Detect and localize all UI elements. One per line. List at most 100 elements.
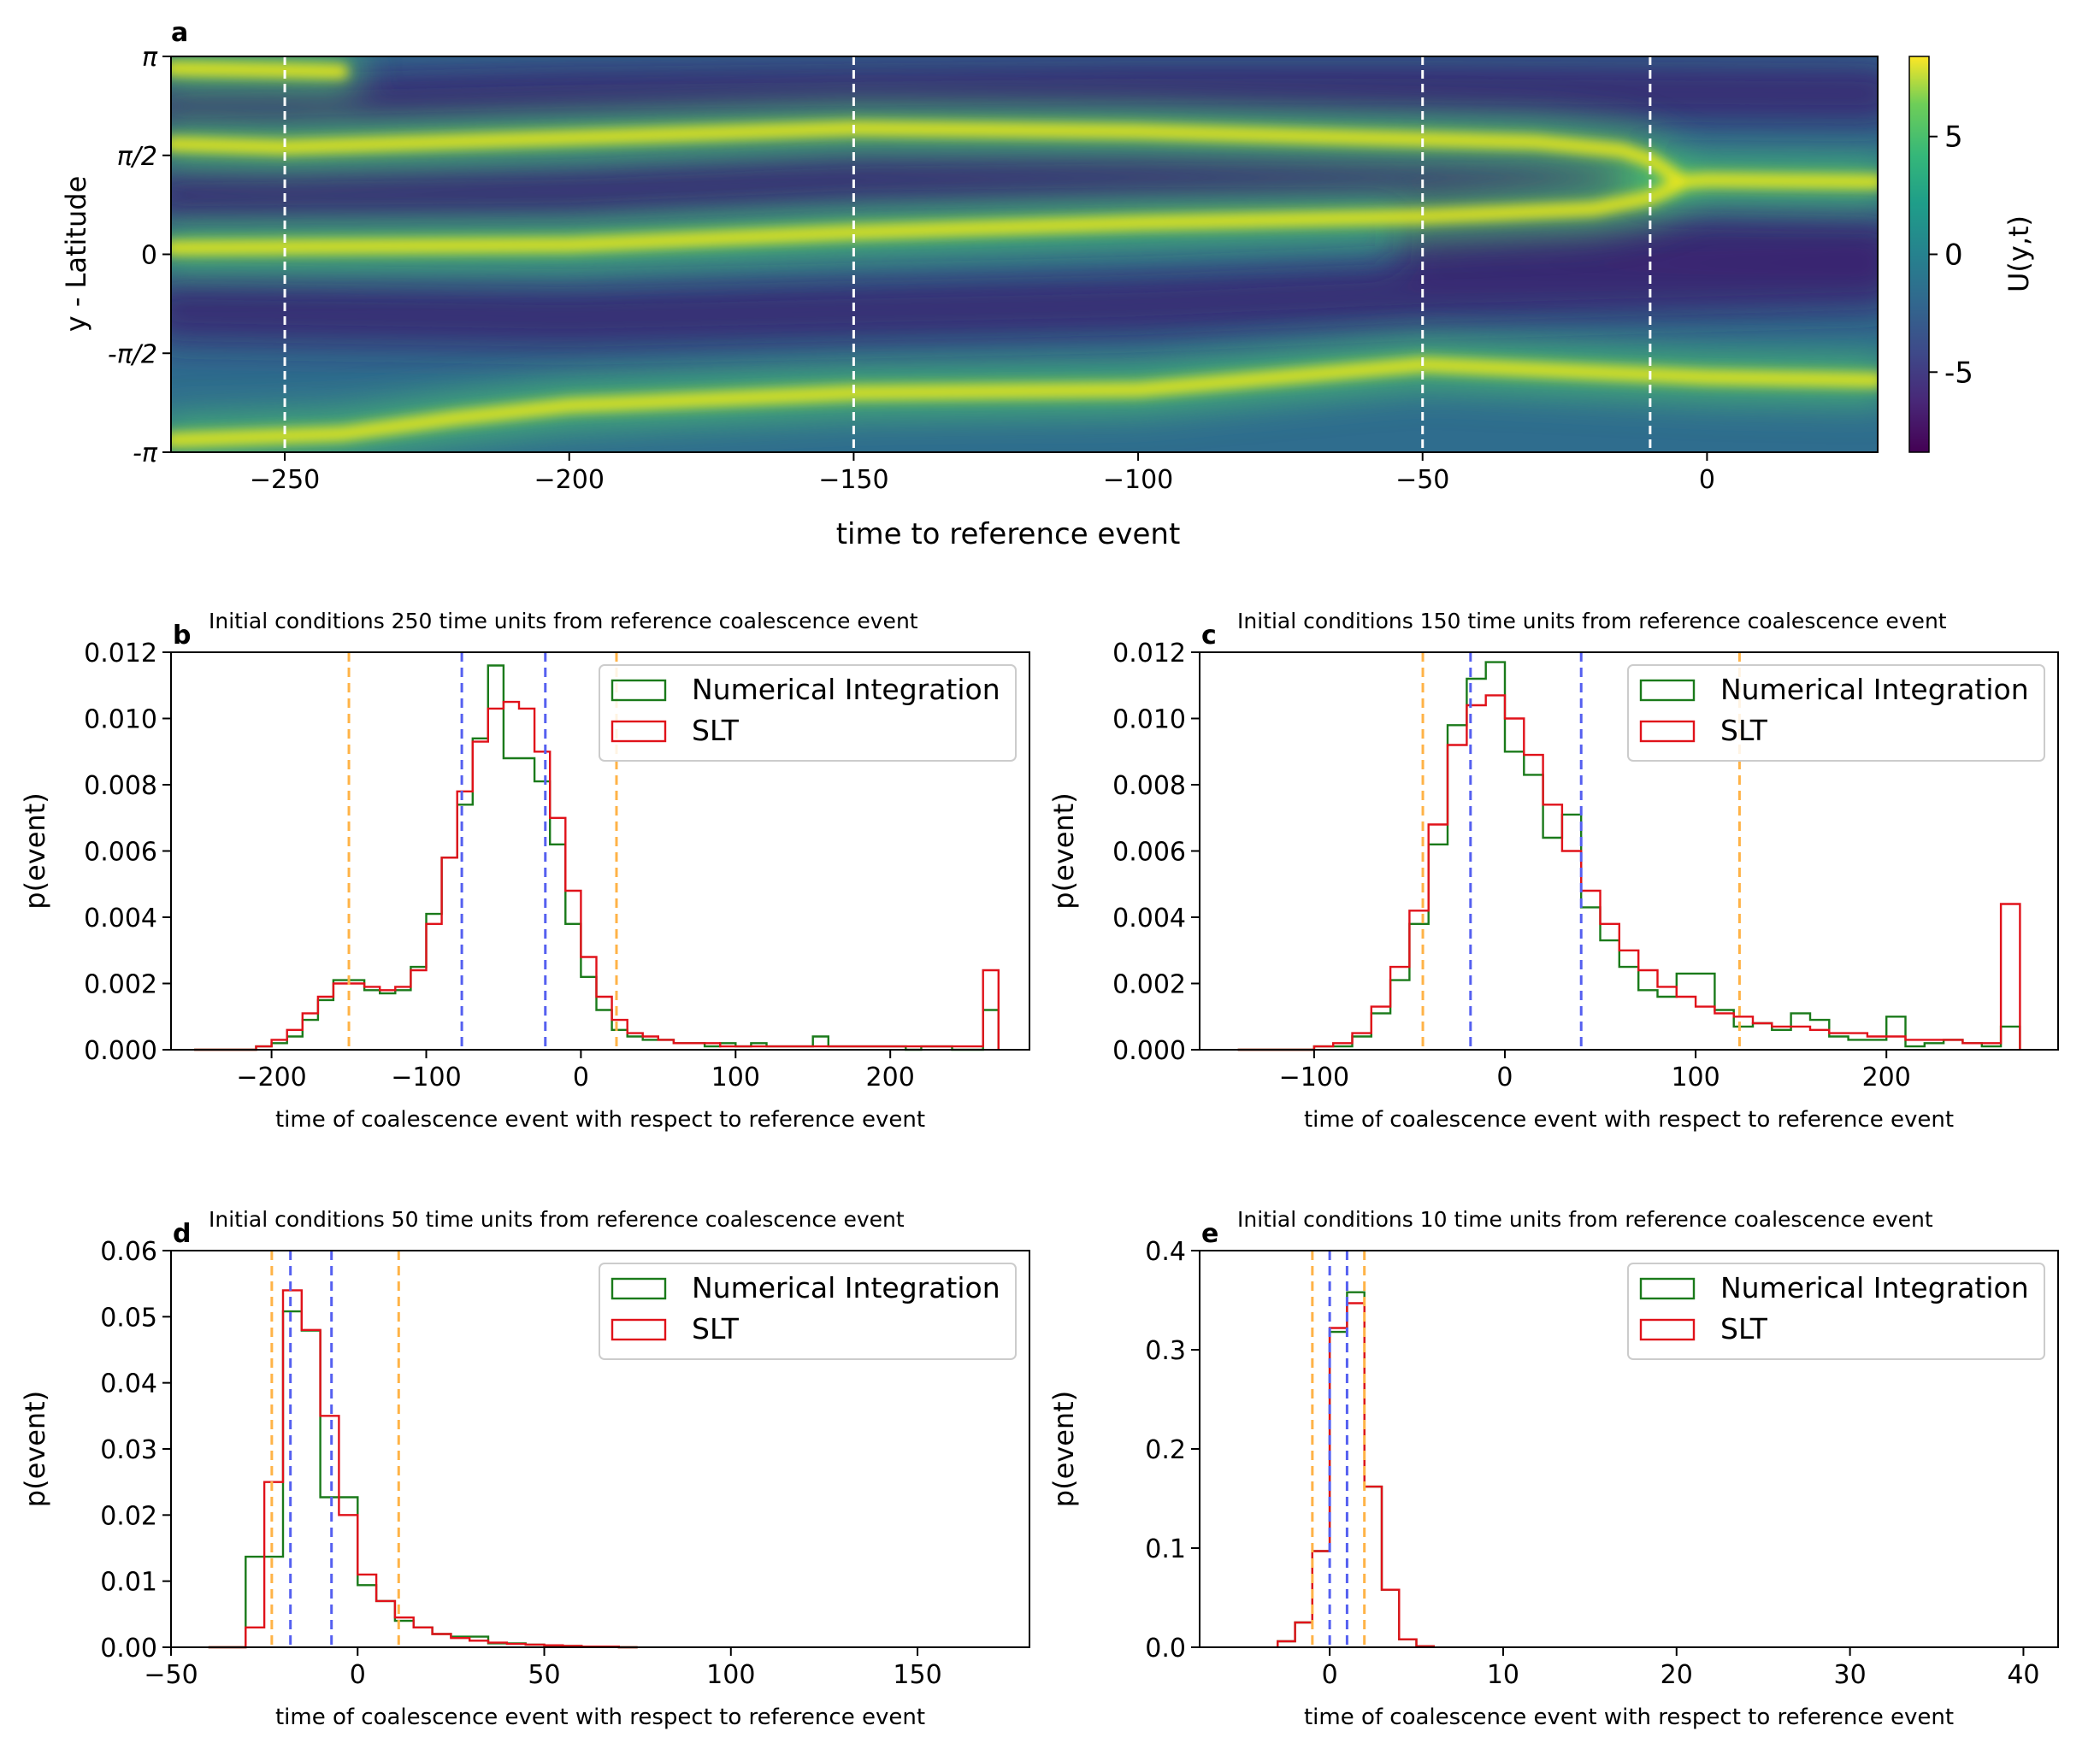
x-tick-label: 30 bbox=[1834, 1660, 1867, 1690]
y-tick-label: 0 bbox=[141, 241, 157, 271]
x-tick-label: −150 bbox=[818, 465, 888, 495]
x-tick-label: 100 bbox=[711, 1063, 760, 1092]
panel-c-histogram: c Initial conditions 150 time units from … bbox=[1047, 609, 2059, 1133]
legend-swatch-slt bbox=[611, 1318, 667, 1341]
x-tick-label: −100 bbox=[1279, 1063, 1349, 1092]
x-tick-label: 0 bbox=[1322, 1660, 1338, 1690]
legend-swatch-slt bbox=[1639, 720, 1696, 743]
legend-label-numerical-integration: Numerical Integration bbox=[1720, 1271, 2029, 1304]
y-axis-label: p(event) bbox=[1047, 792, 1080, 909]
negative-band-3 bbox=[1392, 205, 1878, 275]
x-axis-label: time to reference event bbox=[836, 517, 1181, 551]
x-tick-label: −250 bbox=[250, 465, 320, 495]
x-tick-label: 0 bbox=[350, 1660, 366, 1690]
x-tick-label: −100 bbox=[1103, 465, 1173, 495]
y-tick-label: 0.03 bbox=[100, 1435, 157, 1465]
y-axis-label: p(event) bbox=[19, 792, 51, 909]
x-tick-label: −200 bbox=[236, 1063, 306, 1092]
y-tick-label: 0.3 bbox=[1145, 1336, 1186, 1366]
jet-core-2 bbox=[1672, 173, 1878, 189]
y-tick-label: 0.010 bbox=[1112, 705, 1186, 735]
y-tick-label: 0.01 bbox=[100, 1568, 157, 1598]
heatmap-negative-regions bbox=[171, 60, 1878, 348]
y-tick-label: 0.004 bbox=[1112, 904, 1186, 933]
panel-title: Initial conditions 50 time units from re… bbox=[209, 1207, 905, 1232]
panel-label-a: a bbox=[171, 18, 188, 48]
panel-label: d bbox=[173, 1219, 191, 1249]
x-tick-label: 0 bbox=[573, 1063, 589, 1092]
y-tick-label: π/2 bbox=[117, 142, 157, 172]
jet-core-0 bbox=[171, 121, 1686, 186]
y-tick-label: 0.1 bbox=[1145, 1534, 1186, 1564]
panel-e-histogram: e Initial conditions 10 time units from r… bbox=[1047, 1207, 2059, 1730]
histogram-series-slt bbox=[194, 700, 1000, 1051]
histogram-series-slt bbox=[1277, 1302, 1435, 1647]
legend-label-slt: SLT bbox=[692, 1312, 740, 1346]
jet-core-1 bbox=[171, 178, 1686, 256]
y-tick-label: 0.05 bbox=[100, 1303, 157, 1333]
y-tick-label: 0.002 bbox=[1112, 970, 1186, 1000]
y-tick-label: -π bbox=[133, 439, 158, 468]
histogram-series-slt bbox=[1237, 694, 2021, 1051]
panel-title: Initial conditions 10 time units from re… bbox=[1237, 1207, 1933, 1232]
y-tick-label: 0.0 bbox=[1145, 1634, 1186, 1664]
y-tick-label: 0.006 bbox=[84, 838, 157, 868]
y-tick-label: 0.06 bbox=[100, 1237, 157, 1267]
panel-b-histogram: b Initial conditions 250 time units from … bbox=[19, 609, 1030, 1133]
y-tick-label: 0.02 bbox=[100, 1501, 157, 1531]
legend-label-slt: SLT bbox=[1720, 1312, 1768, 1346]
legend-label-numerical-integration: Numerical Integration bbox=[692, 673, 1000, 706]
y-tick-label: -π/2 bbox=[108, 339, 157, 369]
y-tick-label: 0.004 bbox=[84, 904, 157, 933]
x-axis-label: time of coalescence event with respect t… bbox=[275, 1705, 925, 1730]
y-tick-label: 0.00 bbox=[100, 1634, 157, 1664]
y-axis-label: p(event) bbox=[19, 1391, 51, 1507]
legend-box bbox=[599, 664, 1017, 762]
legend-swatch-numerical-integration bbox=[1639, 1277, 1696, 1300]
x-tick-label: −100 bbox=[391, 1063, 461, 1092]
legend-swatch-numerical-integration bbox=[611, 679, 667, 702]
colorbar-label: U(y,t) bbox=[2003, 215, 2035, 292]
x-tick-label: 150 bbox=[893, 1660, 941, 1690]
colorbar-tick-label: 5 bbox=[1944, 121, 1963, 155]
y-axis-label: y - Latitude bbox=[60, 176, 92, 333]
x-tick-label: 0 bbox=[1496, 1063, 1513, 1092]
legend-swatch-numerical-integration bbox=[1639, 679, 1696, 702]
y-axis-ticks: -π -π/2 0 π/2 π bbox=[108, 43, 171, 468]
colorbar-ticks: 5 0 -5 bbox=[1929, 121, 1973, 390]
y-tick-label: 0.04 bbox=[100, 1369, 157, 1399]
legend-box bbox=[1627, 1263, 2045, 1360]
jet-core-4 bbox=[171, 62, 349, 79]
y-tick-label: 0.012 bbox=[1112, 639, 1186, 668]
y-tick-label: 0.000 bbox=[84, 1036, 157, 1066]
panel-a-heatmap: a −250 −200 −150 −100 −50 0 -π -π/2 0 π/2 π time … bbox=[60, 18, 2035, 551]
y-tick-label: 0.008 bbox=[84, 771, 157, 801]
legend-swatch-numerical-integration bbox=[611, 1277, 667, 1300]
negative-band-1 bbox=[171, 142, 1652, 225]
colorbar bbox=[1908, 56, 1930, 453]
legend-label-numerical-integration: Numerical Integration bbox=[692, 1271, 1000, 1304]
panel-label: c bbox=[1201, 621, 1217, 651]
y-tick-label: 0.012 bbox=[84, 639, 157, 668]
panel-title: Initial conditions 250 time units from r… bbox=[209, 609, 918, 633]
y-tick-label: 0.2 bbox=[1145, 1435, 1186, 1465]
legend-swatch-slt bbox=[611, 720, 667, 743]
histogram-series-numerical-integration bbox=[1237, 661, 2021, 1051]
x-tick-label: −50 bbox=[144, 1660, 198, 1690]
y-tick-label: π bbox=[142, 43, 158, 73]
legend-label-slt: SLT bbox=[1720, 714, 1768, 747]
reference-marker-lines bbox=[283, 56, 1652, 452]
y-tick-label: 0.008 bbox=[1112, 771, 1186, 801]
x-axis-label: time of coalescence event with respect t… bbox=[275, 1107, 925, 1133]
x-axis-label: time of coalescence event with respect t… bbox=[1304, 1705, 1954, 1730]
x-tick-label: −50 bbox=[1395, 465, 1449, 495]
x-tick-label: 100 bbox=[1671, 1063, 1720, 1092]
y-axis-label: p(event) bbox=[1047, 1391, 1080, 1507]
x-tick-label: −200 bbox=[534, 465, 605, 495]
legend-label-slt: SLT bbox=[692, 714, 740, 747]
panel-d-histogram: d Initial conditions 50 time units from r… bbox=[19, 1207, 1030, 1730]
negative-band-2 bbox=[171, 250, 1878, 348]
legend-box bbox=[599, 1263, 1017, 1360]
x-tick-label: 10 bbox=[1487, 1660, 1519, 1690]
